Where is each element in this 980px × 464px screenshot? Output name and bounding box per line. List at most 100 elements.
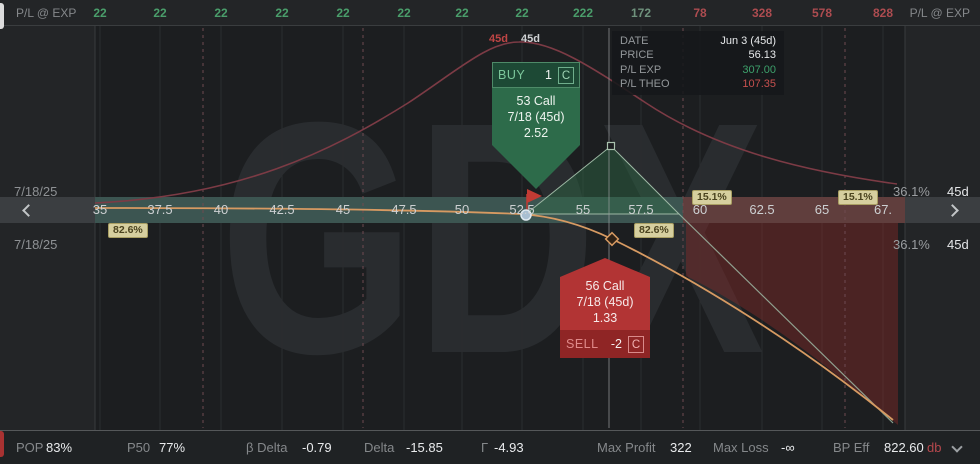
sell-price-label: 1.33 — [592, 311, 618, 325]
bp-eff-value: 822.60 — [884, 440, 924, 455]
beta-delta-label: β Delta — [246, 440, 288, 455]
beta-delta-value: -0.79 — [302, 440, 332, 455]
pl-exp-tick: 828 — [872, 6, 894, 20]
pl-exp-tick: 22 — [397, 6, 411, 20]
buy-flag-icon — [527, 189, 542, 203]
curve-peak-label-gray: 45d — [521, 33, 540, 45]
curve-peak-label-red: 45d — [489, 33, 508, 45]
left-gutter — [0, 26, 95, 430]
sell-leg-header[interactable]: SELL -2 C — [560, 330, 650, 358]
strike-label: 67. — [873, 202, 893, 217]
expiration-date-label-upper: 7/18/25 — [14, 184, 58, 199]
max-profit-label: Max Profit — [597, 440, 656, 455]
top-scroll-thumb[interactable] — [0, 3, 4, 29]
info-plexp-value: 307.00 — [742, 63, 776, 76]
buy-expiry-label: 7/18 (45d) — [507, 110, 565, 124]
pl-exp-tick: 78 — [693, 6, 707, 20]
bottom-scroll-thumb[interactable] — [0, 431, 4, 457]
buy-tag-pointer — [492, 145, 580, 189]
p50-value: 77% — [159, 440, 186, 455]
strike-label: 60 — [692, 202, 708, 217]
strike-label: 37.5 — [147, 202, 173, 217]
strike-label: 45 — [335, 202, 351, 217]
sell-expiry-label: 7/18 (45d) — [576, 295, 634, 309]
strike-label: 65 — [814, 202, 830, 217]
max-loss-value: -∞ — [781, 440, 795, 455]
info-price-value: 56.13 — [748, 49, 776, 62]
info-pltheo-value: 107.35 — [742, 77, 776, 90]
pl-exp-tick: 328 — [751, 6, 773, 20]
pl-exp-tick: 22 — [214, 6, 228, 20]
buy-call-type-button[interactable]: C — [558, 66, 574, 84]
strike-label: 50 — [454, 202, 470, 217]
probability-curve — [94, 41, 898, 204]
buy-qty[interactable]: 1 — [545, 68, 552, 82]
prob-badge-below-left: 82.6% — [108, 223, 148, 238]
p50-label: P50 — [127, 440, 151, 455]
pl-exp-tick: 22 — [153, 6, 167, 20]
prob-badge-above-right1: 15.1% — [692, 190, 732, 205]
theo-pl-curve — [94, 207, 894, 421]
strike-label: 57.5 — [628, 202, 654, 217]
pl-exp-tick: 22 — [93, 6, 107, 20]
dte-label-lower: 45d — [947, 237, 969, 252]
pl-exp-tick: 578 — [811, 6, 833, 20]
info-price-label: PRICE — [620, 49, 654, 62]
buy-strike-handle[interactable] — [520, 209, 532, 221]
max-profit-value: 322 — [670, 440, 692, 455]
pop-value: 83% — [46, 440, 73, 455]
sell-qty[interactable]: -2 — [610, 337, 622, 351]
strike-label: 55 — [575, 202, 591, 217]
sell-strike-label: 56 Call — [585, 279, 625, 293]
info-date-label: DATE — [620, 35, 649, 47]
dte-label-upper: 45d — [947, 184, 969, 199]
strike-label: 40 — [213, 202, 229, 217]
sell-leg-details[interactable]: 56 Call 7/18 (45d) 1.33 — [560, 258, 650, 330]
pl-exp-label-right: P/L @ EXP — [909, 6, 970, 20]
info-date-value: Jun 3 (45d) — [720, 35, 776, 47]
prob-badge-above-right2: 15.1% — [838, 190, 878, 205]
expiration-pl-line — [678, 213, 894, 424]
delta-label: Delta — [364, 440, 395, 455]
strike-label: 62.5 — [749, 202, 775, 217]
sell-strike-handle[interactable] — [604, 231, 620, 247]
info-plexp-label: P/L EXP — [620, 63, 662, 76]
strike-axis-strip[interactable] — [0, 197, 980, 223]
gamma-label: Γ — [481, 440, 489, 455]
buy-leg-header[interactable]: BUY 1 C — [492, 62, 580, 88]
pl-exp-tick: 22 — [336, 6, 350, 20]
collapse-stats-chevron-icon[interactable] — [951, 441, 963, 453]
delta-value: -15.85 — [406, 440, 443, 455]
sell-call-type-button[interactable]: C — [628, 335, 644, 353]
pl-exp-tick: 22 — [275, 6, 289, 20]
sell-leg-tag[interactable]: 56 Call 7/18 (45d) 1.33 SELL -2 C — [560, 258, 650, 358]
pop-label: POP — [16, 440, 44, 455]
buy-price-label: 2.52 — [523, 126, 549, 140]
gridlines — [99, 26, 884, 430]
pl-exp-tick: 22 — [515, 6, 529, 20]
buy-leg-details[interactable]: 53 Call 7/18 (45d) 2.52 — [492, 88, 580, 145]
pl-exp-tick: 22 — [455, 6, 469, 20]
strike-label: 47.5 — [391, 202, 417, 217]
pl-exp-tick-bar: P/L @ EXP P/L @ EXP 22 22 22 22 22 22 22 22 222 1… — [0, 0, 980, 26]
max-profit-marker — [606, 141, 616, 151]
gamma-value: -4.93 — [494, 440, 524, 455]
max-loss-label: Max Loss — [713, 440, 769, 455]
pl-exp-tick: 172 — [630, 6, 652, 20]
iv-label-lower: 36.1% — [893, 237, 930, 252]
bp-eff-label: BP Eff — [833, 440, 870, 455]
strike-label: 52.5 — [509, 202, 535, 217]
expiration-date-label-lower: 7/18/25 — [14, 237, 58, 252]
pl-exp-label-left: P/L @ EXP — [16, 6, 77, 20]
strike-label: 42.5 — [269, 202, 295, 217]
buy-strike-label: 53 Call — [516, 94, 556, 108]
strategy-stats-bar: POP 83% P50 77% β Delta -0.79 Delta -15.… — [0, 430, 980, 464]
hover-info-box: DATE Jun 3 (45d) PRICE 56.13 P/L EXP 307.00… — [612, 31, 784, 95]
buy-side-label: BUY — [498, 68, 526, 82]
bp-eff-unit: db — [927, 440, 942, 455]
buy-leg-tag[interactable]: BUY 1 C 53 Call 7/18 (45d) 2.52 — [492, 62, 580, 189]
pl-exp-tick: 222 — [572, 6, 594, 20]
sell-side-label: SELL — [566, 337, 599, 351]
